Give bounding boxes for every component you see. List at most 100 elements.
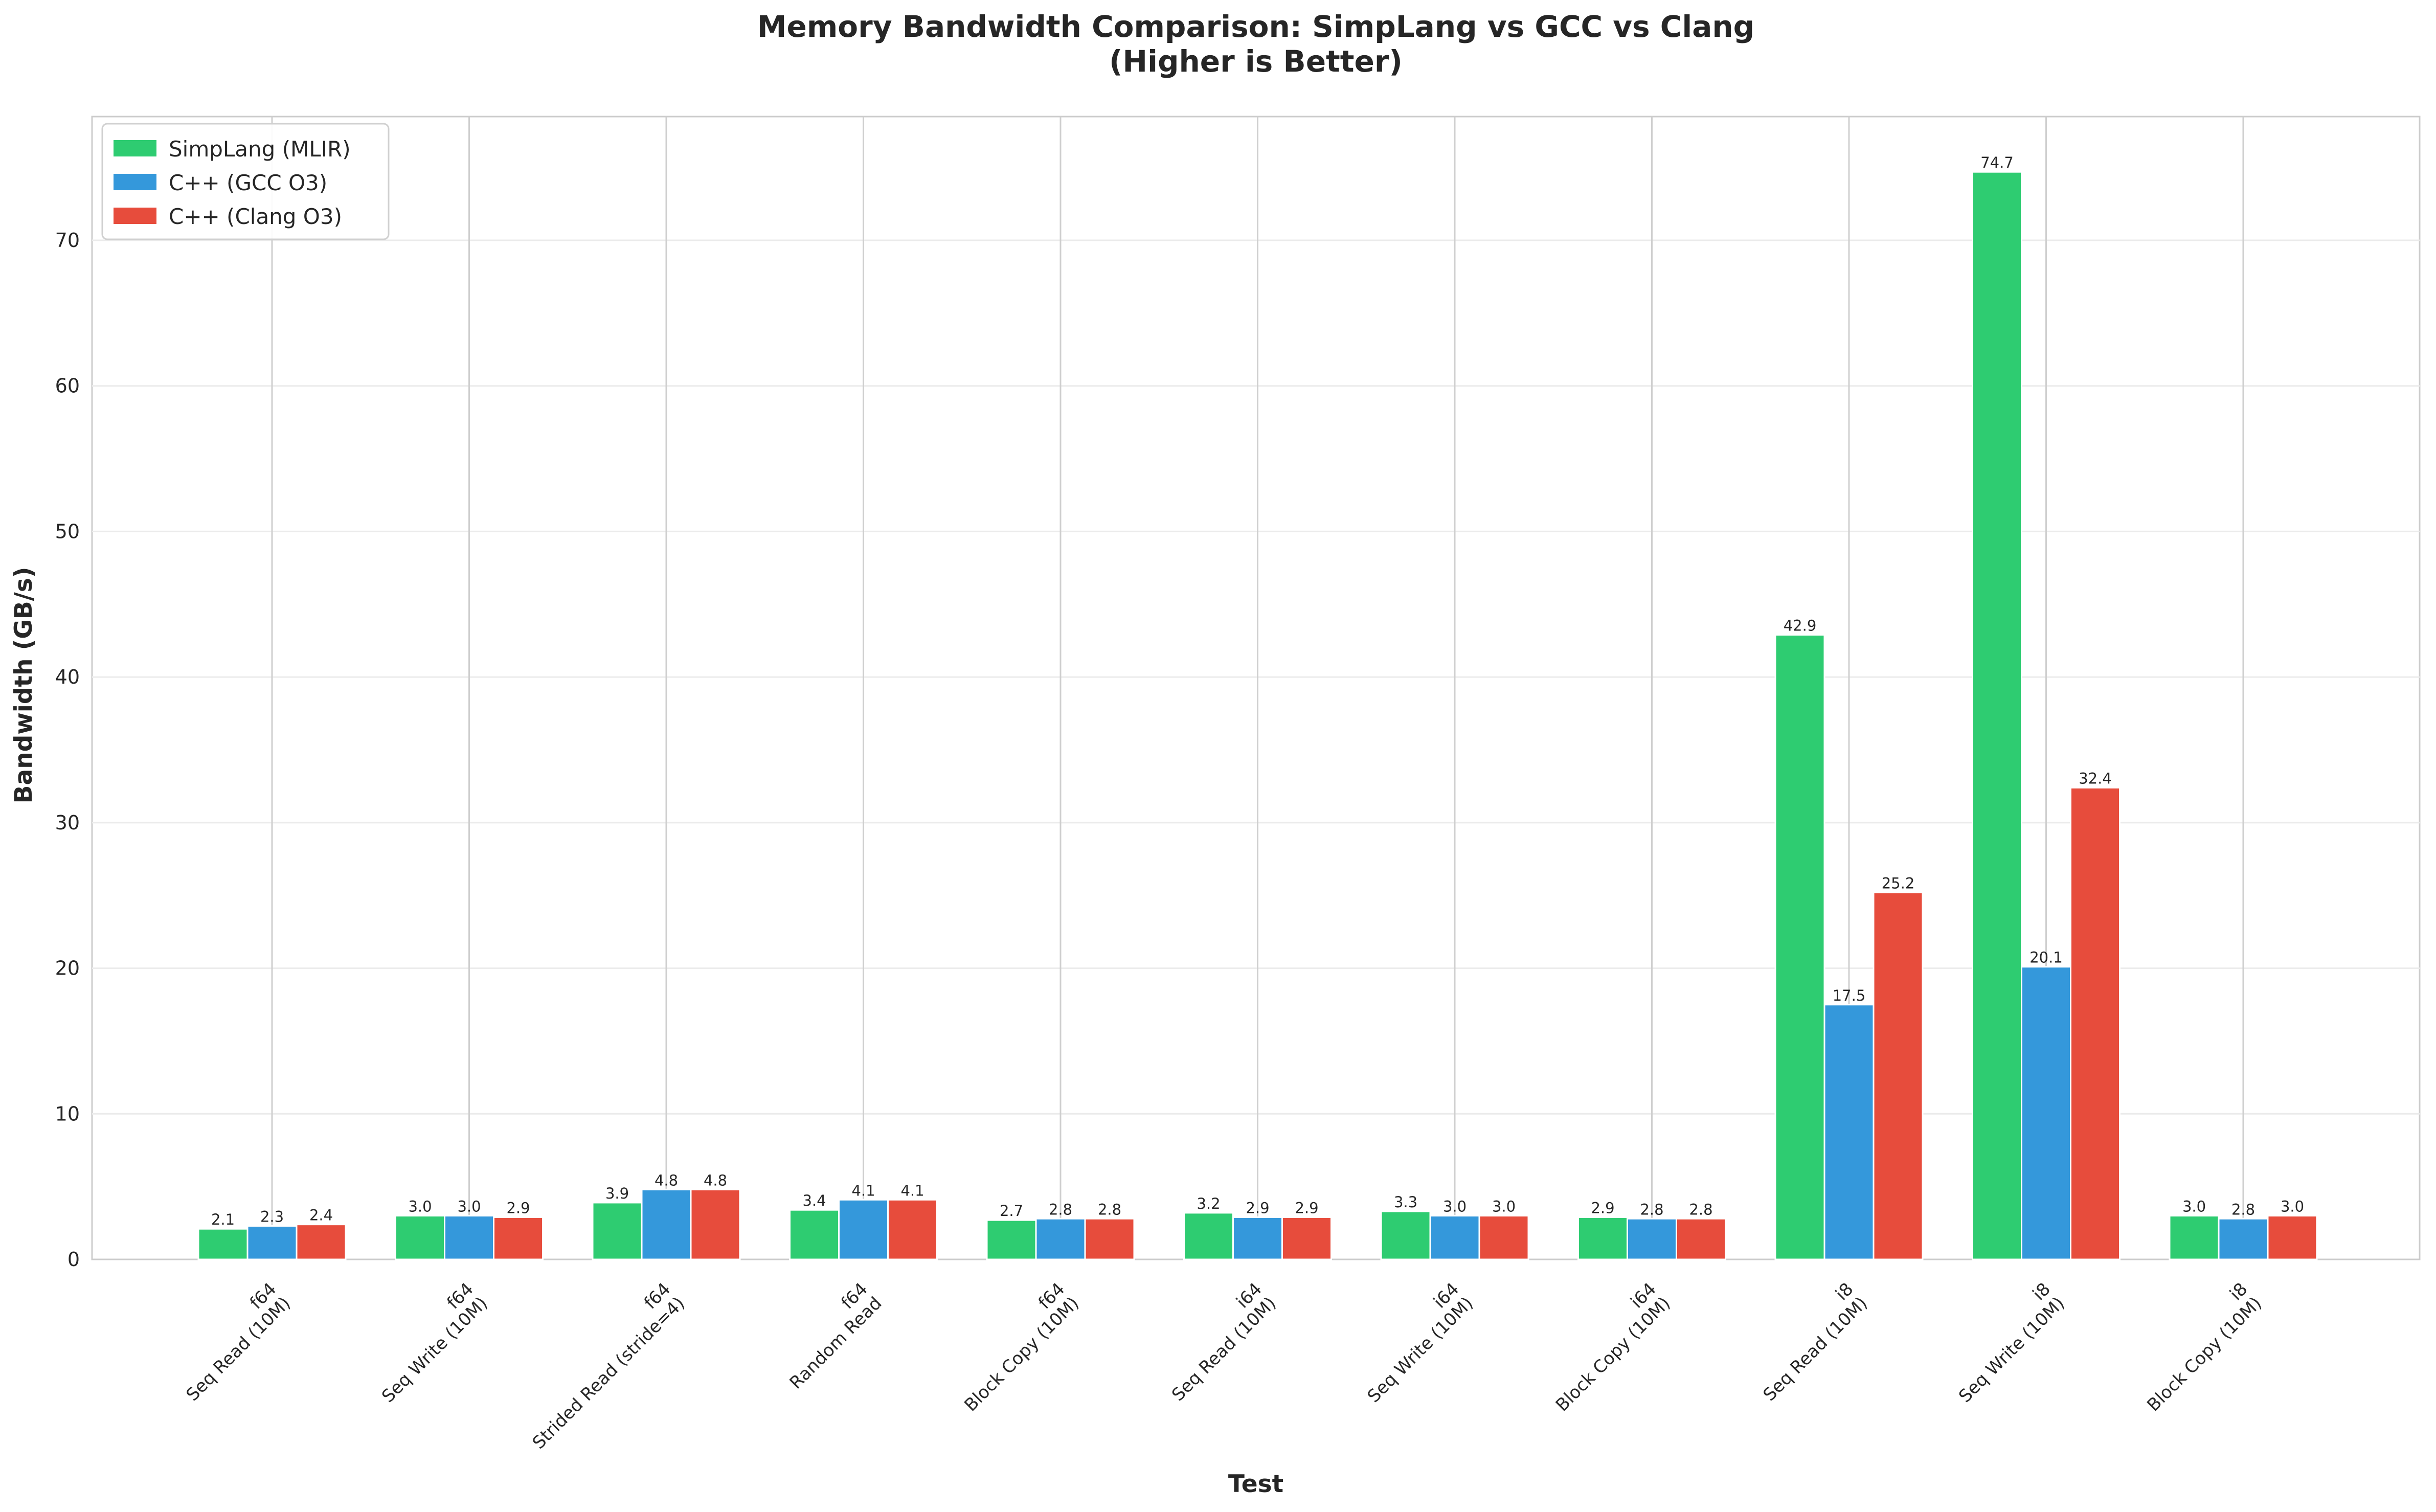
y-tick-label: 50 — [55, 520, 80, 543]
bars-group — [197, 171, 2318, 1260]
legend-entry: SimpLang (MLIR) — [169, 137, 351, 162]
bar — [887, 1199, 938, 1260]
bar-value-label: 3.3 — [1394, 1193, 1417, 1211]
bar-value-label: 3.0 — [457, 1198, 481, 1215]
bar-value-label: 4.8 — [655, 1171, 678, 1189]
y-axis-ticks: 0 10 20 30 40 50 60 70 — [55, 229, 80, 1271]
x-tick-label: i8Seq Write (10M) — [1941, 1279, 2068, 1407]
x-tick-label: f64Strided Read (stride=4) — [514, 1279, 689, 1453]
x-axis-label: Test — [1228, 1470, 1283, 1498]
bar-value-label: 2.8 — [1640, 1201, 1663, 1218]
legend-swatch — [114, 140, 156, 156]
bar — [493, 1216, 544, 1260]
y-tick-label: 60 — [55, 375, 80, 397]
y-tick-label: 0 — [67, 1248, 80, 1271]
legend-entry: C++ (Clang O3) — [169, 204, 342, 229]
bar — [1577, 1216, 1628, 1260]
bar — [1627, 1217, 1677, 1260]
bar-value-label: 4.8 — [704, 1171, 727, 1189]
bar — [296, 1224, 347, 1260]
bar-value-label: 2.8 — [1049, 1201, 1072, 1218]
legend-swatch — [114, 174, 156, 190]
bar-value-label: 3.0 — [408, 1198, 432, 1215]
bar-value-label: 4.1 — [900, 1182, 924, 1199]
bar — [1380, 1210, 1431, 1260]
y-tick-label: 40 — [55, 666, 80, 688]
legend-swatch — [114, 208, 156, 224]
bar-value-label: 2.9 — [1591, 1199, 1614, 1216]
bar-value-label: 3.0 — [2281, 1198, 2304, 1215]
bar — [1972, 171, 2022, 1260]
bar — [2021, 966, 2071, 1260]
bar-value-label: 2.9 — [1295, 1199, 1318, 1216]
y-tick-label: 10 — [55, 1102, 80, 1125]
bar — [395, 1215, 445, 1260]
bar-value-label: 32.4 — [2079, 770, 2112, 787]
bar-value-label: 25.2 — [1882, 875, 1915, 892]
bar — [1183, 1212, 1234, 1260]
bar-value-label: 3.2 — [1197, 1195, 1220, 1212]
bar-value-label: 2.1 — [211, 1211, 235, 1228]
bar — [1429, 1215, 1480, 1260]
bar-value-label: 2.3 — [260, 1208, 284, 1226]
legend-entry: C++ (GCC O3) — [169, 170, 327, 195]
bar-value-label: 17.5 — [1833, 987, 1866, 1004]
bar — [690, 1188, 741, 1260]
bar — [986, 1219, 1037, 1260]
bar — [2169, 1215, 2220, 1260]
chart-subtitle: (Higher is Better) — [1109, 44, 1403, 79]
x-tick-label: f64Random Read — [772, 1279, 886, 1393]
bar-value-label: 2.8 — [1689, 1201, 1712, 1218]
legend: SimpLang (MLIR) C++ (GCC O3) C++ (Clang O3… — [101, 123, 390, 240]
bar-value-label: 3.9 — [605, 1185, 629, 1202]
bar-value-label: 2.7 — [1000, 1202, 1023, 1220]
bar-value-label: 3.0 — [1492, 1198, 1516, 1215]
bar — [789, 1209, 840, 1260]
x-tick-label: f64Seq Write (10M) — [364, 1279, 491, 1407]
chart-title: Memory Bandwidth Comparison: SimpLang vs… — [757, 9, 1754, 44]
bar-value-label: 74.7 — [1980, 154, 2014, 171]
bar — [1035, 1217, 1086, 1260]
bar-value-label: 2.9 — [1246, 1199, 1269, 1216]
x-tick-label: f64Seq Read (10M) — [168, 1279, 295, 1405]
bar-value-label: 2.4 — [309, 1207, 333, 1224]
x-tick-label: i64Seq Write (10M) — [1349, 1279, 1477, 1407]
x-tick-label: f64Block Copy (10M) — [946, 1279, 1083, 1415]
y-tick-label: 30 — [55, 811, 80, 834]
bar-value-label: 2.9 — [506, 1199, 530, 1216]
x-tick-label: i64Seq Read (10M) — [1154, 1279, 1280, 1405]
x-axis-ticks: f64Seq Read (10M) f64Seq Write (10M) f64St… — [168, 1279, 2266, 1453]
bar — [641, 1188, 692, 1260]
bar — [1232, 1216, 1283, 1260]
bar — [1774, 634, 1825, 1260]
bar-value-label: 4.1 — [851, 1182, 875, 1199]
bar — [2070, 787, 2121, 1260]
y-tick-label: 20 — [55, 957, 80, 980]
bar — [2218, 1217, 2269, 1260]
bar-value-label: 2.8 — [1098, 1201, 1121, 1218]
legend-box — [101, 123, 390, 240]
bar-value-label: 42.9 — [1784, 617, 1817, 635]
x-tick-label: i64Block Copy (10M) — [1538, 1279, 1674, 1415]
x-tick-label: i8Seq Read (10M) — [1745, 1279, 1871, 1405]
data-labels-group: 2.1 3.0 3.9 3.4 2.7 3.2 3.3 2.9 42.9 74.7 3.0 2.3 3.… — [211, 154, 2304, 1228]
bar — [592, 1202, 643, 1260]
bar-value-label: 3.0 — [2182, 1198, 2206, 1215]
bar — [2267, 1215, 2318, 1260]
bar-value-label: 2.8 — [2231, 1201, 2255, 1218]
bar — [1873, 892, 1924, 1260]
bar — [1478, 1215, 1529, 1260]
x-tick-label: i8Block Copy (10M) — [2129, 1279, 2266, 1415]
bar — [444, 1215, 494, 1260]
bar — [197, 1228, 249, 1260]
bar-value-label: 3.0 — [1443, 1198, 1467, 1215]
y-tick-label: 70 — [55, 229, 80, 252]
y-axis-label: Bandwidth (GB/s) — [10, 567, 38, 804]
bar — [1823, 1004, 1875, 1260]
bar — [246, 1225, 298, 1260]
bar-value-label: 20.1 — [2029, 949, 2063, 966]
bar — [838, 1199, 889, 1260]
bar — [1084, 1217, 1135, 1260]
bar — [1676, 1217, 1726, 1260]
